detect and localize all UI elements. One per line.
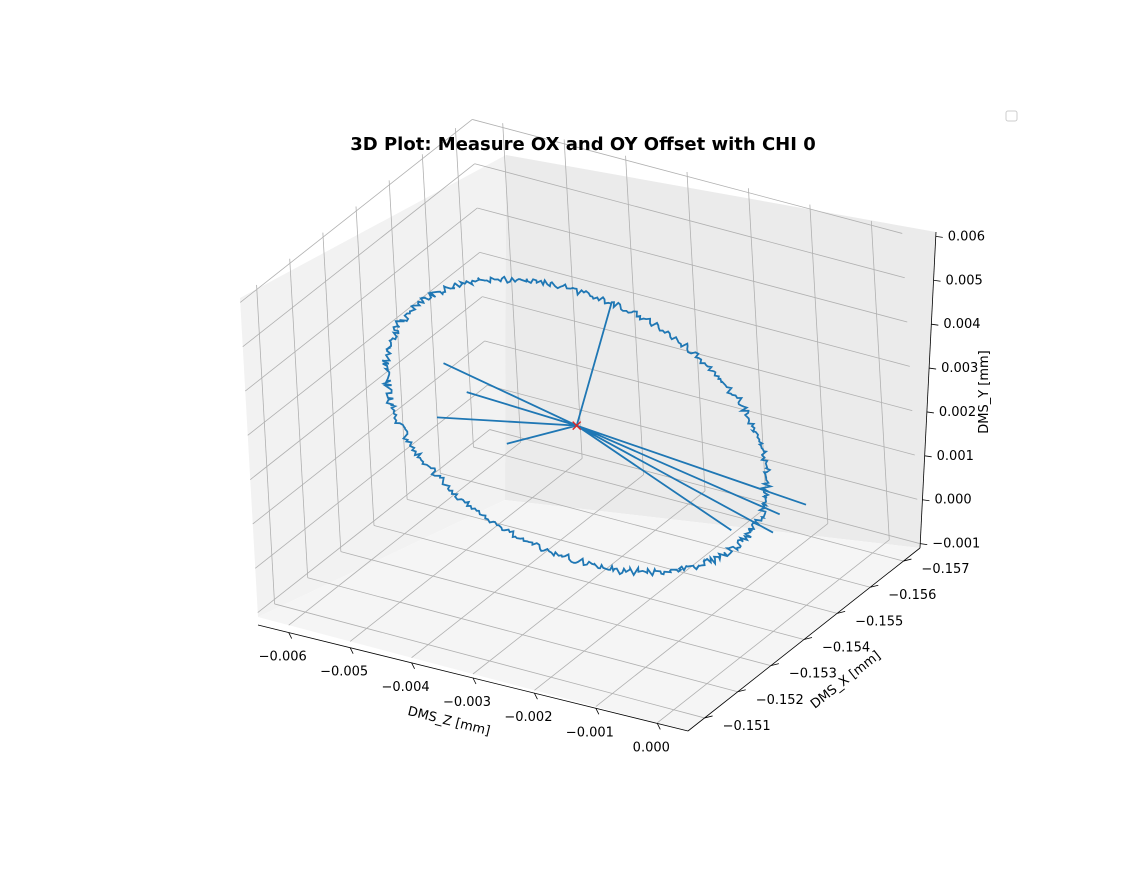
grid-line-y bbox=[407, 498, 838, 614]
x-tick bbox=[288, 632, 293, 639]
grid-line-x bbox=[870, 220, 890, 540]
grid-line-z bbox=[484, 340, 915, 456]
x-tick bbox=[534, 692, 538, 700]
grid-line-x bbox=[563, 139, 583, 459]
grid-line-z bbox=[250, 296, 483, 480]
x-tick bbox=[472, 677, 477, 685]
x-tick-label: −0.001 bbox=[566, 725, 614, 740]
z-tick-label: 0.003 bbox=[941, 361, 978, 376]
grid-line-x bbox=[809, 204, 829, 524]
z-tick bbox=[931, 323, 939, 326]
grid-line-y bbox=[421, 154, 441, 474]
grid-line-z bbox=[487, 384, 918, 500]
pane-left bbox=[240, 155, 506, 617]
x-tick-label: −0.006 bbox=[259, 650, 307, 665]
x-tick-label: −0.003 bbox=[443, 695, 491, 710]
y-tick bbox=[837, 610, 846, 614]
grid-line-z bbox=[242, 163, 475, 348]
grid-line-x bbox=[502, 123, 522, 443]
z-tick bbox=[935, 235, 943, 238]
chart-panes bbox=[240, 155, 936, 731]
z-tick-label: 0.002 bbox=[939, 405, 976, 420]
z-tick-label: −0.001 bbox=[932, 537, 980, 552]
y-tick-label: −0.157 bbox=[921, 562, 969, 577]
x-tick-label: 0.000 bbox=[633, 740, 670, 755]
z-axis-label: DMS_Y [mm] bbox=[977, 350, 992, 434]
y-tick bbox=[870, 584, 879, 588]
grid-line-z bbox=[479, 251, 910, 367]
grid-line-z bbox=[255, 384, 488, 569]
chart-title: 3D Plot: Measure OX and OY Offset with C… bbox=[350, 134, 815, 155]
legend-box[interactable] bbox=[1005, 110, 1018, 122]
grid-line-y bbox=[274, 603, 705, 719]
y-tick bbox=[737, 689, 746, 693]
x-tick-label: −0.004 bbox=[382, 680, 430, 695]
z-tick bbox=[929, 367, 937, 370]
z-tick bbox=[920, 543, 928, 546]
y-tick-label: −0.155 bbox=[855, 614, 903, 629]
grid-line-z bbox=[240, 119, 473, 303]
y-tick-label: −0.151 bbox=[723, 719, 771, 734]
z-tick-label: 0.004 bbox=[943, 317, 980, 332]
x-tick bbox=[595, 708, 600, 715]
y-tick-label: −0.154 bbox=[822, 641, 870, 656]
z-tick-label: 0.000 bbox=[934, 493, 971, 508]
grid-line-x bbox=[686, 171, 706, 492]
grid-line-z bbox=[474, 163, 905, 279]
x-tick-label: −0.005 bbox=[320, 665, 368, 680]
y-tick-label: −0.153 bbox=[789, 667, 837, 682]
z-tick-label: 0.006 bbox=[948, 229, 985, 244]
grid-line-y bbox=[388, 180, 408, 500]
z-tick-label: 0.001 bbox=[937, 449, 974, 464]
grid-line-y bbox=[373, 525, 805, 640]
chart-series bbox=[380, 275, 807, 578]
z-tick bbox=[926, 411, 934, 414]
grid-line-y bbox=[440, 472, 871, 588]
y-tick bbox=[770, 663, 779, 667]
y-tick-label: −0.152 bbox=[756, 693, 804, 708]
y-tick bbox=[704, 715, 713, 719]
y-tick bbox=[803, 637, 813, 640]
grid-line-y bbox=[355, 206, 375, 526]
grid-line-z bbox=[472, 119, 903, 234]
centre-marker bbox=[572, 421, 582, 431]
x-tick bbox=[349, 647, 354, 654]
y-tick-label: −0.156 bbox=[888, 588, 936, 603]
z-axis-line bbox=[919, 231, 937, 549]
grid-line-x bbox=[625, 155, 644, 475]
grid-line-y bbox=[289, 258, 309, 578]
grid-line-y bbox=[340, 551, 771, 667]
x-tick bbox=[656, 723, 661, 730]
grid-line-z bbox=[245, 207, 478, 392]
grid-line-y bbox=[322, 232, 342, 552]
pane-floor bbox=[258, 500, 920, 731]
z-tick bbox=[933, 279, 941, 282]
grid-line-z bbox=[477, 207, 908, 323]
grid-line-z bbox=[489, 429, 920, 544]
grid-line-z bbox=[247, 252, 480, 436]
z-tick bbox=[922, 499, 930, 502]
grid-line-y bbox=[473, 446, 904, 562]
series-line bbox=[380, 275, 807, 578]
y-tick bbox=[903, 558, 912, 562]
z-tick-label: 0.005 bbox=[946, 273, 983, 288]
z-tick bbox=[924, 455, 932, 458]
grid-line-z bbox=[252, 340, 485, 525]
x-tick bbox=[411, 662, 415, 670]
chart-ticks: −0.006 −0.005 −0.004 −0.003 −0.002 −0.001 0.00… bbox=[259, 229, 985, 755]
grid-line-y bbox=[256, 284, 275, 604]
grid-line-y bbox=[307, 577, 738, 693]
x-tick-label: −0.002 bbox=[504, 710, 552, 725]
grid-line-z bbox=[257, 429, 490, 613]
